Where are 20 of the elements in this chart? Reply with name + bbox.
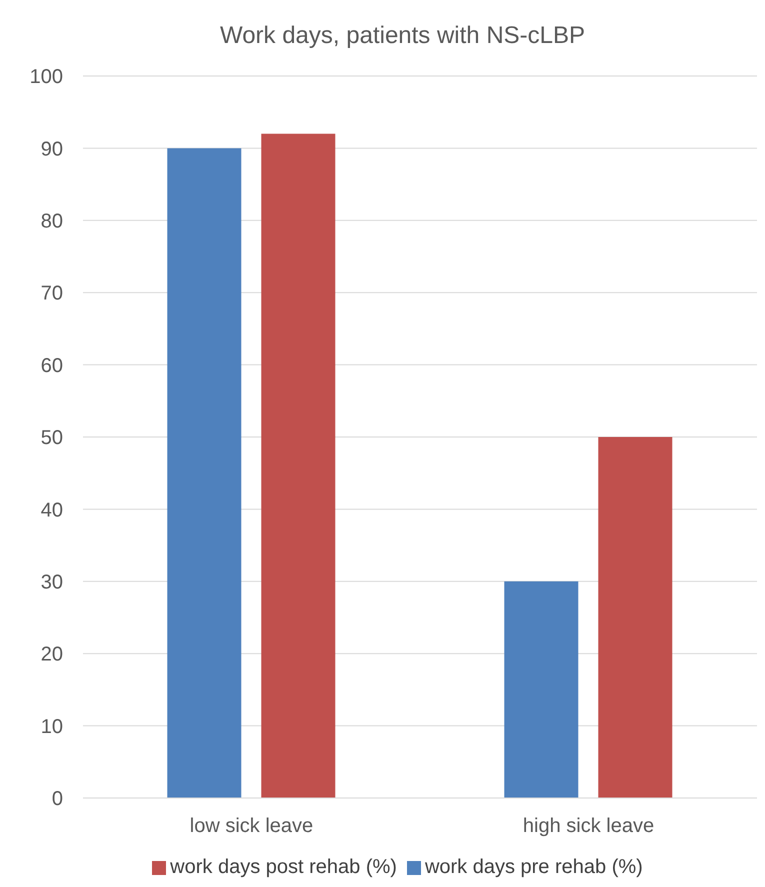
- y-tick-label: 80: [40, 210, 63, 232]
- y-tick-label: 100: [30, 66, 63, 88]
- chart-title: Work days, patients with NS-cLBP: [218, 21, 586, 51]
- y-tick-label: 20: [40, 644, 63, 666]
- bar: [598, 437, 672, 798]
- y-tick-label: 60: [40, 354, 63, 377]
- bar: [167, 148, 242, 798]
- y-tick-label: 10: [40, 716, 63, 738]
- x-tick-label: high sick leave: [522, 815, 654, 838]
- legend-label: work days pre rehab (%): [424, 856, 643, 878]
- x-tick-label: low sick leave: [190, 815, 314, 838]
- y-tick-label: 0: [52, 788, 63, 810]
- y-tick-label: 90: [40, 138, 63, 160]
- y-tick-label: 50: [40, 427, 63, 450]
- bar: [504, 581, 578, 798]
- legend-label: work days post rehab (%): [170, 856, 397, 878]
- y-tick-label: 70: [40, 282, 63, 305]
- bar: [261, 134, 336, 798]
- y-tick-label: 30: [40, 572, 63, 594]
- y-tick-label: 40: [40, 499, 63, 522]
